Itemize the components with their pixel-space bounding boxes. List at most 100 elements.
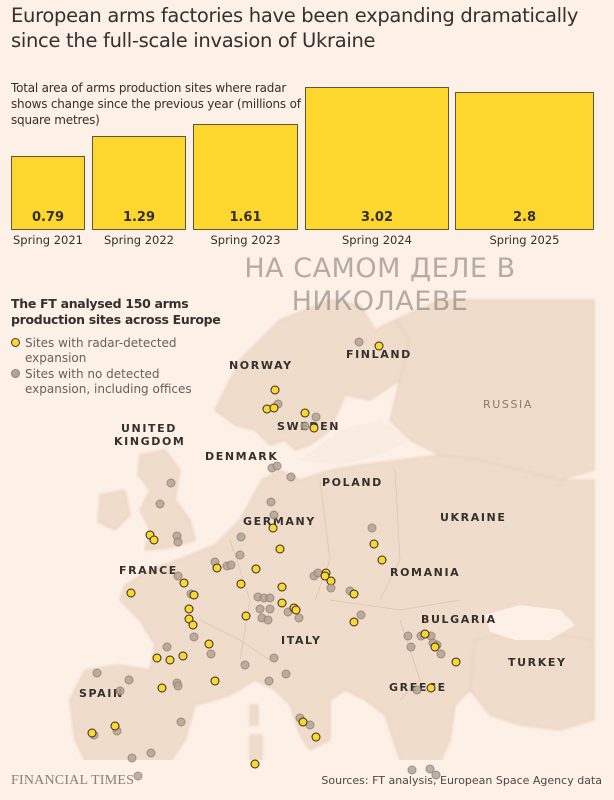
bar-spring-2022: 1.29 (92, 136, 186, 230)
bar-value: 2.8 (512, 210, 537, 225)
site-dot-no-expansion (367, 523, 377, 533)
site-dot-expansion (377, 555, 387, 565)
site-dot-no-expansion (286, 472, 296, 482)
site-dot-expansion (126, 588, 136, 598)
site-dot-no-expansion (235, 550, 245, 560)
site-dot-no-expansion (300, 421, 310, 431)
label-bulgaria: BULGARIA (421, 613, 497, 626)
source-note: Sources: FT analysis, European Space Age… (321, 774, 602, 787)
legend-label: Sites with radar-detected expansion (25, 336, 177, 365)
site-dot-no-expansion (264, 676, 274, 686)
site-dot-no-expansion (403, 631, 413, 641)
bar-spring-2025: 2.8 (455, 92, 594, 230)
chart-subtitle: Total area of arms production sites wher… (11, 81, 301, 127)
bar-spring-2021: 0.79 (11, 156, 85, 230)
site-dot-no-expansion (407, 765, 417, 775)
site-dot-expansion (251, 564, 261, 574)
site-dot-expansion (87, 728, 97, 738)
legend-item-expansion: Sites with radar-detected expansion (11, 336, 221, 366)
site-dot-no-expansion (311, 412, 321, 422)
site-dot-expansion (204, 639, 214, 649)
site-dot-expansion (110, 721, 120, 731)
watermark-text: НА САМОМ ДЕЛЕ В НИКОЛАЕВЕ (215, 252, 545, 318)
site-dot-expansion (369, 539, 379, 549)
site-dot-no-expansion (269, 653, 279, 663)
site-dot-no-expansion (431, 770, 441, 780)
bar-value: 3.02 (360, 210, 394, 225)
legend-label: Sites with no detected expansion, includ… (25, 367, 192, 396)
bar-value: 0.79 (31, 210, 65, 225)
site-dot-no-expansion (115, 686, 125, 696)
site-dot-no-expansion (124, 675, 134, 685)
site-dot-no-expansion (294, 613, 304, 623)
watermark-line-1: НА САМОМ ДЕЛЕ В (244, 253, 516, 284)
site-dot-expansion (269, 403, 279, 413)
site-dot-no-expansion (127, 753, 137, 763)
site-dot-no-expansion (406, 642, 416, 652)
site-dot-expansion (184, 604, 194, 614)
site-dot-no-expansion (176, 717, 186, 727)
site-dot-no-expansion (354, 337, 364, 347)
label-russia: RUSSIA (483, 398, 534, 411)
site-dot-expansion (349, 617, 359, 627)
site-dot-expansion (165, 655, 175, 665)
site-dot-expansion (189, 590, 199, 600)
label-uk-line1: UNITED (121, 422, 177, 435)
site-dot-expansion (420, 629, 430, 639)
label-denmark: DENMARK (205, 450, 279, 463)
site-dot-expansion (275, 544, 285, 554)
site-dot-expansion (298, 717, 308, 727)
label-spain: SPAIN (79, 687, 124, 700)
site-dot-no-expansion (146, 748, 156, 758)
site-dot-no-expansion (356, 610, 366, 620)
site-dot-expansion (236, 579, 246, 589)
site-dot-expansion (157, 683, 167, 693)
label-france: FRANCE (119, 564, 178, 577)
site-dot-no-expansion (263, 615, 273, 625)
site-dot-expansion (149, 535, 159, 545)
label-romania: ROMANIA (390, 566, 461, 579)
site-dot-no-expansion (425, 764, 435, 774)
site-dot-no-expansion (189, 632, 199, 642)
chart-title: European arms factories have been expand… (11, 4, 579, 52)
site-dot-no-expansion (436, 649, 446, 659)
bar-label: Spring 2021 (12, 233, 84, 247)
site-dot-expansion (430, 642, 440, 652)
site-dot-expansion (309, 423, 319, 433)
site-dot-no-expansion (162, 642, 172, 652)
site-dot-no-expansion (240, 660, 250, 670)
site-dot-expansion (179, 578, 189, 588)
site-dot-no-expansion (226, 560, 236, 570)
label-norway: NORWAY (229, 359, 293, 372)
label-finland: FINLAND (346, 348, 412, 361)
site-dot-no-expansion (206, 649, 216, 659)
label-poland: POLAND (322, 476, 383, 489)
site-dot-no-expansion (265, 604, 275, 614)
site-dot-expansion (426, 683, 436, 693)
map-legend-title: The FT analysed 150 arms production site… (11, 296, 221, 327)
site-dot-expansion (250, 759, 260, 769)
bar-value: 1.29 (122, 210, 156, 225)
bar-label: Spring 2025 (489, 233, 560, 247)
site-dot-expansion (277, 598, 287, 608)
label-turkey: TURKEY (508, 656, 567, 669)
site-dot-expansion (277, 582, 287, 592)
site-dot-expansion (374, 341, 384, 351)
site-dot-expansion (178, 651, 188, 661)
site-dot-expansion (210, 676, 220, 686)
site-dot-no-expansion (133, 771, 143, 781)
site-dot-expansion (349, 589, 359, 599)
grey-dot-icon (11, 369, 20, 378)
site-dot-expansion (311, 732, 321, 742)
site-dot-no-expansion (255, 604, 265, 614)
site-dot-no-expansion (412, 685, 422, 695)
label-italy: ITALY (281, 634, 322, 647)
site-dot-no-expansion (269, 510, 279, 520)
site-dot-no-expansion (173, 571, 183, 581)
ft-logo: FINANCIAL TIMES (11, 773, 135, 788)
bar-value: 1.61 (229, 210, 262, 225)
bar-label: Spring 2022 (103, 233, 175, 247)
site-dot-no-expansion (266, 497, 276, 507)
bar-spring-2024: 3.02 (305, 87, 449, 230)
site-dot-expansion (270, 385, 280, 395)
